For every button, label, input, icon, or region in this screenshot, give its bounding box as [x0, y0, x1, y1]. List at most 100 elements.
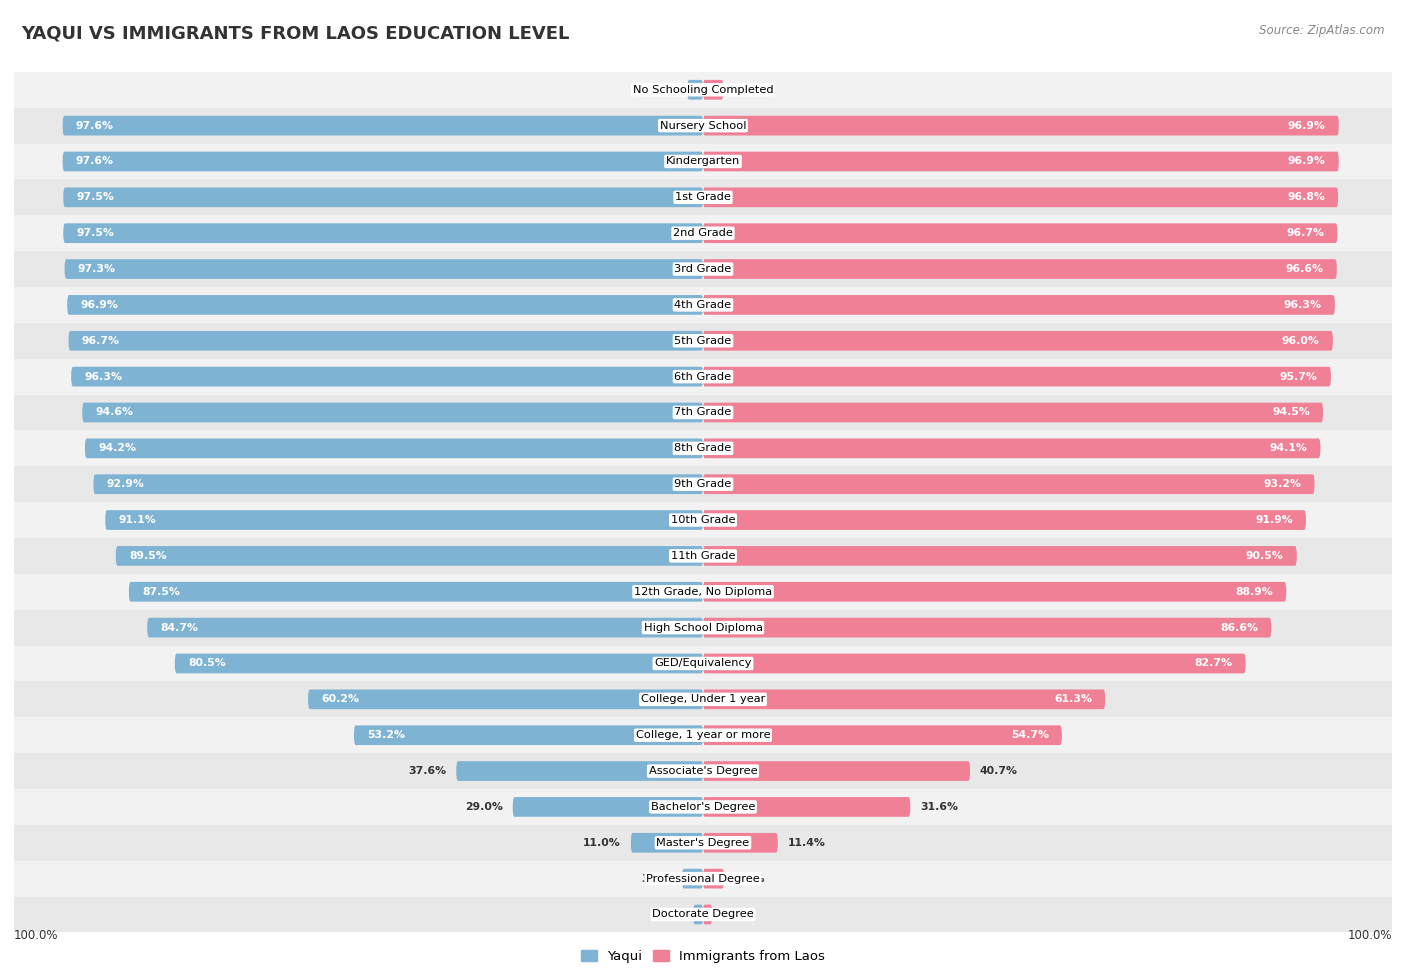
Text: 2.4%: 2.4% [647, 85, 678, 95]
Bar [14, 359, 1392, 395]
Text: Kindergarten: Kindergarten [666, 156, 740, 167]
FancyBboxPatch shape [703, 80, 723, 99]
Text: 96.7%: 96.7% [1286, 228, 1324, 238]
Text: 91.1%: 91.1% [118, 515, 156, 526]
Text: 80.5%: 80.5% [188, 658, 226, 669]
Text: YAQUI VS IMMIGRANTS FROM LAOS EDUCATION LEVEL: YAQUI VS IMMIGRANTS FROM LAOS EDUCATION … [21, 24, 569, 42]
FancyBboxPatch shape [354, 725, 703, 745]
FancyBboxPatch shape [703, 295, 1334, 315]
Text: Professional Degree: Professional Degree [647, 874, 759, 883]
Text: 11.0%: 11.0% [583, 838, 621, 848]
Text: 97.5%: 97.5% [76, 192, 114, 203]
Text: 6th Grade: 6th Grade [675, 371, 731, 381]
Text: 94.1%: 94.1% [1270, 444, 1308, 453]
FancyBboxPatch shape [703, 439, 1320, 458]
Text: 90.5%: 90.5% [1246, 551, 1284, 561]
Bar [14, 718, 1392, 753]
FancyBboxPatch shape [703, 259, 1337, 279]
Legend: Yaqui, Immigrants from Laos: Yaqui, Immigrants from Laos [575, 945, 831, 968]
Bar [14, 574, 1392, 609]
FancyBboxPatch shape [703, 152, 1339, 172]
Bar [14, 609, 1392, 645]
Text: 53.2%: 53.2% [367, 730, 405, 740]
FancyBboxPatch shape [72, 367, 703, 386]
FancyBboxPatch shape [65, 259, 703, 279]
Text: 94.6%: 94.6% [96, 408, 134, 417]
Text: Associate's Degree: Associate's Degree [648, 766, 758, 776]
Text: 5th Grade: 5th Grade [675, 335, 731, 346]
Text: 3rd Grade: 3rd Grade [675, 264, 731, 274]
Bar [14, 430, 1392, 466]
Text: Nursery School: Nursery School [659, 121, 747, 131]
FancyBboxPatch shape [84, 439, 703, 458]
Text: 9th Grade: 9th Grade [675, 479, 731, 489]
FancyBboxPatch shape [703, 833, 778, 852]
FancyBboxPatch shape [69, 331, 703, 351]
FancyBboxPatch shape [174, 653, 703, 674]
Text: 31.6%: 31.6% [920, 801, 957, 812]
FancyBboxPatch shape [67, 295, 703, 315]
Bar [14, 897, 1392, 932]
Text: 88.9%: 88.9% [1236, 587, 1274, 597]
FancyBboxPatch shape [63, 187, 703, 208]
Text: 12th Grade, No Diploma: 12th Grade, No Diploma [634, 587, 772, 597]
Text: 7th Grade: 7th Grade [675, 408, 731, 417]
Text: College, Under 1 year: College, Under 1 year [641, 694, 765, 704]
Bar [14, 466, 1392, 502]
Text: 96.7%: 96.7% [82, 335, 120, 346]
FancyBboxPatch shape [703, 725, 1062, 745]
Text: Bachelor's Degree: Bachelor's Degree [651, 801, 755, 812]
Bar [14, 789, 1392, 825]
FancyBboxPatch shape [703, 905, 713, 924]
Text: GED/Equivalency: GED/Equivalency [654, 658, 752, 669]
Text: 96.0%: 96.0% [1282, 335, 1320, 346]
Bar [14, 682, 1392, 718]
Text: 11.4%: 11.4% [787, 838, 825, 848]
Text: 96.8%: 96.8% [1286, 192, 1324, 203]
Text: 87.5%: 87.5% [142, 587, 180, 597]
Text: 3.2%: 3.2% [641, 874, 672, 883]
Text: 96.9%: 96.9% [1288, 121, 1326, 131]
Text: 1.5%: 1.5% [652, 910, 683, 919]
Text: 60.2%: 60.2% [321, 694, 359, 704]
Text: 93.2%: 93.2% [1264, 479, 1302, 489]
Bar [14, 72, 1392, 107]
FancyBboxPatch shape [105, 510, 703, 530]
Text: 94.2%: 94.2% [98, 444, 136, 453]
Text: Doctorate Degree: Doctorate Degree [652, 910, 754, 919]
Text: 89.5%: 89.5% [129, 551, 167, 561]
Text: 94.5%: 94.5% [1272, 408, 1310, 417]
Bar [14, 753, 1392, 789]
FancyBboxPatch shape [703, 761, 970, 781]
FancyBboxPatch shape [703, 187, 1339, 208]
Text: 92.9%: 92.9% [107, 479, 145, 489]
FancyBboxPatch shape [703, 331, 1333, 351]
FancyBboxPatch shape [63, 152, 703, 172]
Text: 40.7%: 40.7% [980, 766, 1018, 776]
FancyBboxPatch shape [129, 582, 703, 602]
FancyBboxPatch shape [63, 223, 703, 243]
FancyBboxPatch shape [703, 689, 1105, 709]
Text: 3.2%: 3.2% [734, 874, 765, 883]
FancyBboxPatch shape [148, 618, 703, 638]
FancyBboxPatch shape [703, 403, 1323, 422]
FancyBboxPatch shape [631, 833, 703, 852]
Text: 84.7%: 84.7% [160, 623, 198, 633]
Bar [14, 645, 1392, 682]
Text: 100.0%: 100.0% [1347, 929, 1392, 942]
Text: Source: ZipAtlas.com: Source: ZipAtlas.com [1260, 24, 1385, 37]
Bar [14, 861, 1392, 897]
FancyBboxPatch shape [703, 797, 910, 817]
Text: 54.7%: 54.7% [1011, 730, 1049, 740]
Bar [14, 825, 1392, 861]
Text: 91.9%: 91.9% [1256, 515, 1294, 526]
FancyBboxPatch shape [308, 689, 703, 709]
Text: 1st Grade: 1st Grade [675, 192, 731, 203]
FancyBboxPatch shape [703, 510, 1306, 530]
Text: 97.5%: 97.5% [76, 228, 114, 238]
Bar [14, 215, 1392, 252]
Text: 61.3%: 61.3% [1054, 694, 1092, 704]
FancyBboxPatch shape [93, 474, 703, 494]
FancyBboxPatch shape [83, 403, 703, 422]
FancyBboxPatch shape [703, 546, 1296, 565]
